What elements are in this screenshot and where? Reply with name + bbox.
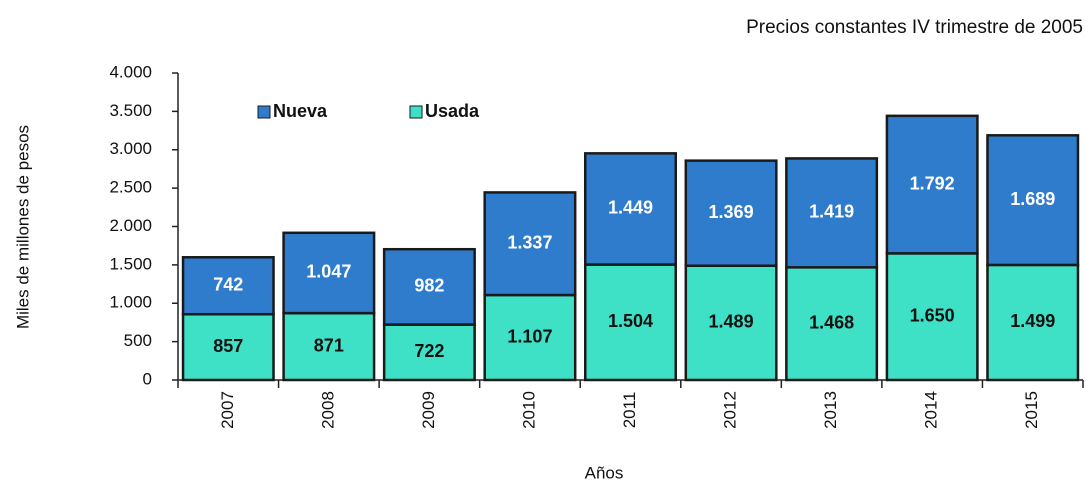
y-tick-label: 1.000 [109, 293, 152, 312]
value-label: 1.489 [709, 312, 754, 332]
legend-swatch [257, 105, 271, 119]
value-label: 1.689 [1010, 189, 1055, 209]
y-axis-label: Miles de millones de pesos [13, 125, 32, 329]
bar-segment [282, 231, 376, 315]
bar-segment [181, 256, 275, 316]
x-tick-label: 2007 [218, 391, 237, 429]
x-tick-label: 2014 [922, 391, 941, 429]
value-label: 1.107 [507, 326, 552, 346]
bar-segment [584, 263, 677, 382]
bar-segment [382, 247, 476, 326]
y-tick-label: 0 [143, 369, 152, 388]
value-label: 1.650 [910, 305, 955, 325]
y-tick-label: 500 [124, 331, 152, 350]
value-label: 742 [213, 275, 243, 295]
bar-segment [382, 323, 476, 382]
value-label: 1.499 [1010, 311, 1055, 331]
value-label: 1.369 [709, 202, 754, 222]
value-label: 1.047 [306, 262, 351, 282]
value-label: 857 [213, 336, 243, 356]
value-label: 1.504 [608, 311, 653, 331]
x-tick-label: 2009 [419, 391, 438, 429]
bar-segment [885, 252, 979, 382]
value-label: 1.449 [608, 198, 653, 218]
y-tick-label: 3.000 [109, 139, 152, 158]
bar-segment [584, 152, 677, 266]
value-label: 982 [414, 276, 444, 296]
legend-label: Nueva [273, 101, 328, 121]
bar-segment [684, 159, 778, 267]
y-tick-label: 3.500 [109, 101, 152, 120]
value-label: 1.419 [809, 202, 854, 222]
chart-title: Precios constantes IV trimestre de 2005 [746, 17, 1083, 38]
x-tick-label: 2012 [721, 391, 740, 429]
y-tick-label: 1.500 [109, 254, 152, 273]
x-tick-label: 2010 [519, 391, 538, 429]
bar-segment [483, 191, 577, 297]
value-label: 722 [414, 341, 444, 361]
x-tick-label: 2011 [620, 392, 639, 429]
bar-segment [986, 134, 1080, 267]
bar-segment [483, 293, 577, 382]
value-label: 1.468 [809, 312, 854, 332]
x-tick-label: 2008 [318, 391, 337, 429]
legend-label: Usada [425, 101, 480, 121]
legend-swatch [409, 105, 423, 119]
bar-segment [785, 157, 879, 269]
value-label: 1.337 [507, 232, 552, 252]
value-label: 1.792 [910, 173, 955, 193]
value-label: 871 [314, 335, 344, 355]
y-tick-label: 2.500 [109, 178, 152, 197]
x-axis-label: Años [585, 463, 624, 482]
x-tick-label: 2015 [1022, 391, 1041, 429]
bar-segment [986, 263, 1080, 382]
x-tick-label: 2013 [821, 391, 840, 429]
y-tick-label: 2.000 [109, 216, 152, 235]
bar-segment [885, 114, 979, 255]
y-tick-label: 4.000 [109, 62, 152, 81]
